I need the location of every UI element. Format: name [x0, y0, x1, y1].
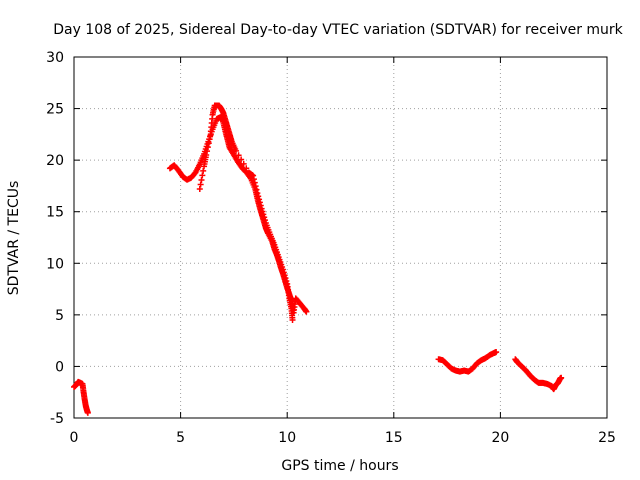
data-point [251, 179, 258, 186]
data-point [289, 317, 296, 324]
data-point [282, 275, 289, 282]
y-tick-label: 10 [46, 256, 64, 272]
data-point [262, 217, 269, 224]
data-point [196, 186, 203, 193]
x-tick-label: 5 [176, 430, 185, 446]
data-point [204, 148, 211, 155]
data-point [493, 348, 500, 355]
y-tick-label: 20 [46, 153, 64, 169]
data-point [233, 147, 240, 154]
y-tick-label: 0 [55, 359, 64, 375]
data-point [558, 374, 565, 381]
chart-title: Day 108 of 2025, Sidereal Day-to-day VTE… [53, 22, 623, 38]
data-point [252, 183, 259, 190]
data-point [197, 181, 204, 188]
y-axis-label: SDTVAR / TECUs [6, 181, 22, 296]
data-point [256, 199, 263, 206]
y-tick-label: 15 [46, 205, 64, 221]
series-segment-4 [435, 348, 500, 375]
data-point [280, 269, 287, 276]
data-point [84, 409, 91, 416]
data-point [240, 160, 247, 167]
data-point [250, 172, 257, 179]
data-point [260, 211, 267, 218]
data-point [205, 140, 212, 147]
y-tick-label: 30 [46, 50, 64, 66]
data-point [257, 202, 264, 209]
data-point [259, 208, 266, 215]
data-point [250, 176, 257, 183]
x-tick-label: 0 [70, 430, 79, 446]
series-segment-1 [71, 378, 91, 416]
x-tick-label: 15 [385, 430, 403, 446]
data-point [254, 190, 261, 197]
series-segment-5 [512, 356, 565, 393]
data-point [279, 266, 286, 273]
data-point [204, 144, 211, 151]
data-point [281, 272, 288, 279]
data-point [238, 156, 245, 163]
data-point [203, 151, 210, 158]
data-point [235, 152, 242, 159]
y-tick-label: 5 [55, 308, 64, 324]
data-point [206, 136, 213, 143]
data-point [261, 214, 268, 221]
axis-ticks: 0 5 10 15 20 25 -5 0 5 10 15 20 25 30 [46, 50, 616, 446]
data-point [200, 167, 207, 174]
x-tick-label: 10 [278, 430, 296, 446]
data-point [253, 186, 260, 193]
data-point [199, 172, 206, 179]
data-point [255, 193, 262, 200]
series-segment-3 [196, 102, 296, 324]
data-points [71, 102, 565, 416]
x-axis-label: GPS time / hours [281, 458, 398, 474]
data-point [283, 278, 290, 285]
x-tick-label: 20 [491, 430, 509, 446]
data-point [258, 205, 265, 212]
grid-lines [74, 57, 607, 418]
y-tick-label: -5 [50, 411, 64, 427]
data-point [303, 308, 310, 315]
data-point [198, 176, 205, 183]
data-point [256, 196, 263, 203]
data-point [243, 165, 250, 172]
x-tick-label: 25 [598, 430, 616, 446]
plot-frame [73, 56, 608, 419]
y-tick-label: 25 [46, 102, 64, 118]
